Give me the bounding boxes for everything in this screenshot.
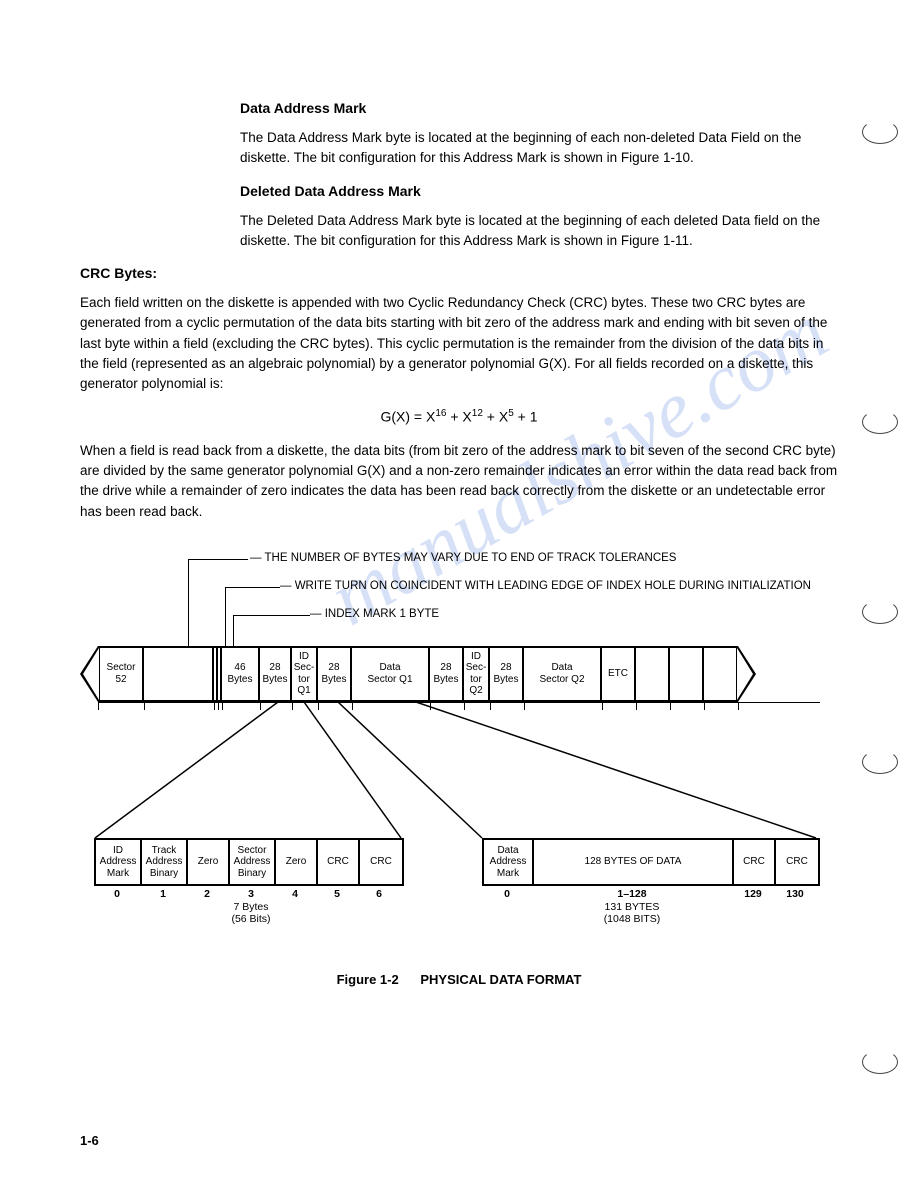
track-cell: 28 Bytes (260, 646, 292, 702)
connector-lines (80, 702, 840, 842)
annotation-bytes-vary: — THE NUMBER OF BYTES MAY VARY DUE TO EN… (250, 552, 676, 564)
id-field-labels: 01237 Bytes (56 Bits)456 (94, 888, 400, 926)
detail-label: 0 (94, 888, 140, 926)
track-cell: 28 Bytes (490, 646, 524, 702)
formula-exp: 12 (472, 408, 483, 419)
track-cell: ID Sec- tor Q2 (464, 646, 490, 702)
id-field-detail: ID Address MarkTrack Address BinaryZeroS… (94, 838, 404, 886)
track-cell: Sector 52 (98, 646, 144, 702)
track-right-edge (738, 646, 756, 702)
detail-cell: Zero (276, 840, 318, 884)
detail-label: 6 (358, 888, 400, 926)
track-layout: Sector 5246 Bytes28 BytesID Sec- tor Q12… (80, 646, 838, 702)
track-cell: ID Sec- tor Q1 (292, 646, 318, 702)
heading-deleted-data-address-mark: Deleted Data Address Mark (240, 183, 838, 199)
track-cell (636, 646, 670, 702)
track-cell: 46 Bytes (222, 646, 260, 702)
detail-label: 2 (186, 888, 228, 926)
detail-cell: CRC (776, 840, 818, 884)
heading-crc-bytes: CRC Bytes: (80, 265, 838, 281)
data-field-labels: 01–128131 BYTES (1048 BITS)129130 (482, 888, 816, 926)
track-cell: Data Sector Q2 (524, 646, 602, 702)
detail-label: 37 Bytes (56 Bits) (228, 888, 274, 926)
page-number: 1-6 (80, 1133, 99, 1148)
detail-cell: Data Address Mark (484, 840, 534, 884)
page-content: Data Address Mark The Data Address Mark … (80, 100, 838, 952)
figure-caption: Figure 1-2 PHYSICAL DATA FORMAT (80, 972, 838, 987)
track-cell: 28 Bytes (318, 646, 352, 702)
detail-cell: CRC (360, 840, 402, 884)
detail-label: 130 (774, 888, 816, 926)
formula-part: G(X) = X (380, 409, 435, 425)
data-field-detail: Data Address Mark128 BYTES OF DATACRCCRC (482, 838, 820, 886)
track-cell (704, 646, 738, 702)
detail-cell: Sector Address Binary (230, 840, 276, 884)
heading-data-address-mark: Data Address Mark (240, 100, 838, 116)
binder-hole (862, 410, 898, 434)
detail-label: 1 (140, 888, 186, 926)
binder-hole (862, 750, 898, 774)
text-data-address-mark: The Data Address Mark byte is located at… (240, 128, 838, 169)
formula-generator-polynomial: G(X) = X16 + X12 + X5 + 1 (80, 408, 838, 425)
detail-label: 5 (316, 888, 358, 926)
formula-exp: 16 (435, 408, 446, 419)
formula-part: + X (483, 409, 508, 425)
annotation-index-mark: — INDEX MARK 1 BYTE (310, 608, 439, 620)
binder-hole (862, 120, 898, 144)
detail-cell: CRC (734, 840, 776, 884)
detail-cell: ID Address Mark (96, 840, 142, 884)
detail-cell: CRC (318, 840, 360, 884)
text-deleted-data-address-mark: The Deleted Data Address Mark byte is lo… (240, 211, 838, 252)
detail-label: 129 (732, 888, 774, 926)
detail-cell: 128 BYTES OF DATA (534, 840, 734, 884)
detail-label: 0 (482, 888, 532, 926)
detail-cell: Track Address Binary (142, 840, 188, 884)
track-cell: 28 Bytes (430, 646, 464, 702)
formula-part: + X (446, 409, 471, 425)
track-cell (670, 646, 704, 702)
text-crc-p2: When a field is read back from a diskett… (80, 441, 838, 522)
track-cell: ETC (602, 646, 636, 702)
binder-hole (862, 600, 898, 624)
track-cell: Data Sector Q1 (352, 646, 430, 702)
detail-label: 1–128131 BYTES (1048 BITS) (532, 888, 732, 926)
binder-hole (862, 1050, 898, 1074)
track-cell (144, 646, 214, 702)
figure-1-2-diagram: — THE NUMBER OF BYTES MAY VARY DUE TO EN… (80, 552, 838, 952)
detail-cell: Zero (188, 840, 230, 884)
track-left-edge (80, 646, 98, 702)
formula-part: + 1 (514, 409, 538, 425)
annotation-write-turn-on: — WRITE TURN ON COINCIDENT WITH LEADING … (280, 580, 811, 592)
detail-label: 4 (274, 888, 316, 926)
text-crc-p1: Each field written on the diskette is ap… (80, 293, 838, 394)
